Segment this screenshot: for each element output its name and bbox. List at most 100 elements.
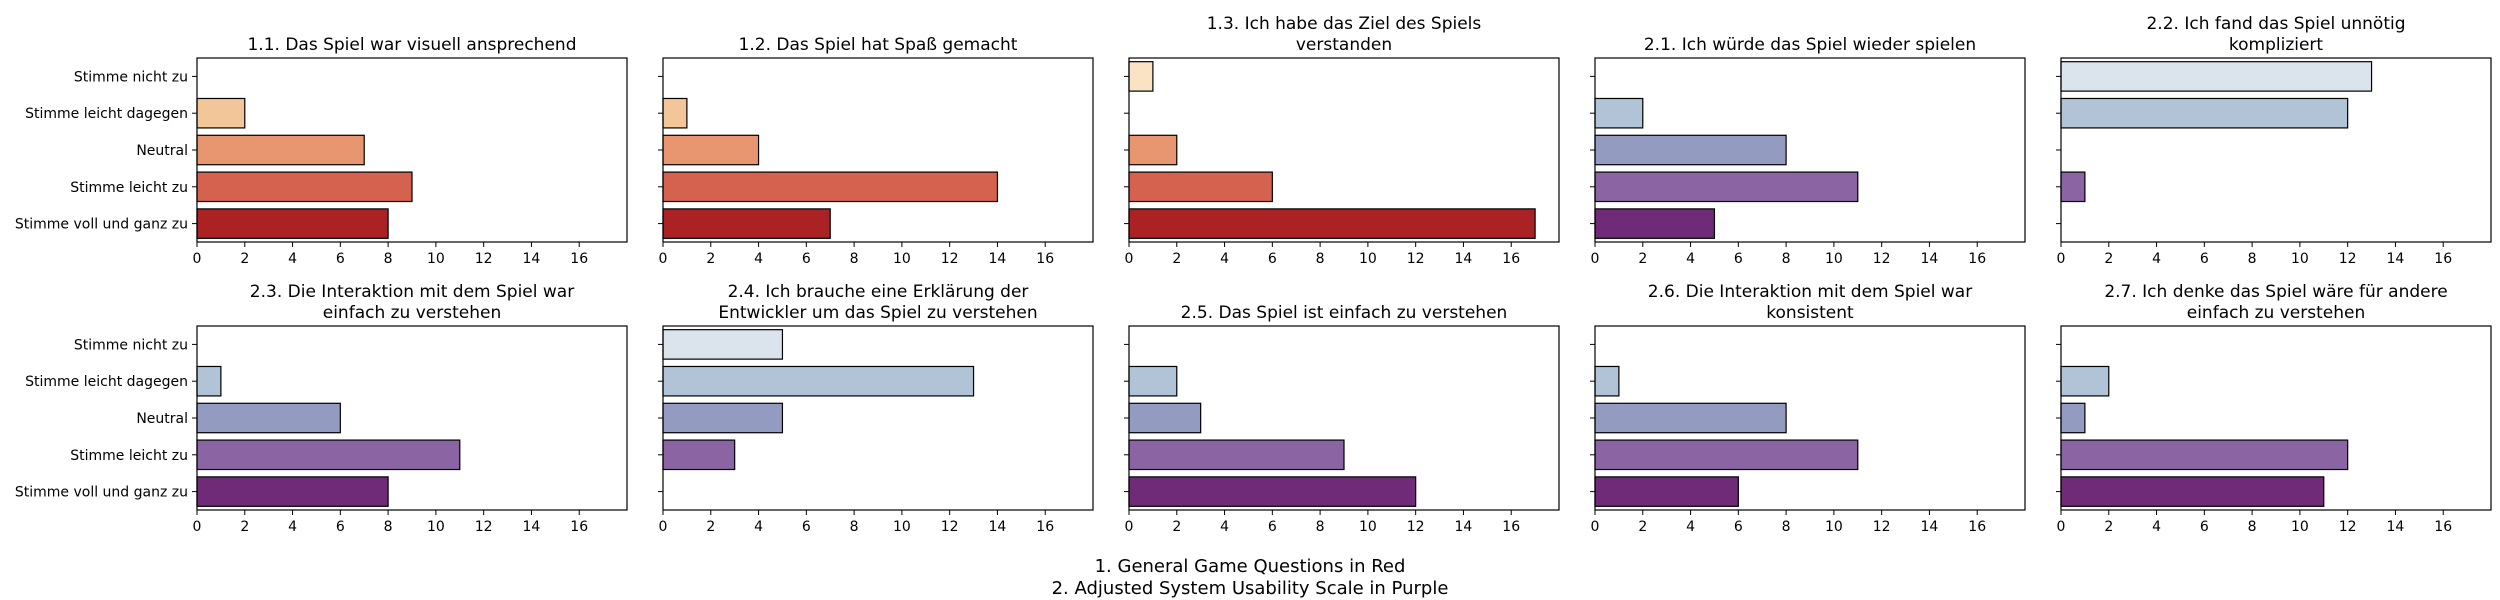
chart-3-bar-5 [1128, 208, 1536, 239]
chart-6-ytick-label-1: Stimme nicht zu [74, 337, 188, 353]
chart-8-xtick-label-7: 12 [1407, 519, 1425, 535]
chart-6-bar-4 [196, 439, 461, 471]
chart-9-xtick-label-8: 14 [1921, 519, 1939, 535]
chart-2-xtick-label-7: 12 [941, 251, 959, 267]
chart-9-bar-5 [1594, 476, 1739, 507]
chart-1-xtick-label-7: 12 [475, 251, 493, 267]
chart-2-xtick-label-4: 6 [802, 251, 811, 267]
chart-8-xtick-label-4: 6 [1268, 519, 1277, 535]
chart-8-bar-4 [1128, 439, 1345, 471]
chart-6-bar-2 [196, 365, 222, 397]
chart-2-title: 1.2. Das Spiel hat Spaß gemacht [739, 35, 1018, 55]
chart-4-title: 2.1. Ich würde das Spiel wieder spielen [1644, 35, 1976, 55]
chart-5-xtick-label-1: 0 [2057, 251, 2066, 267]
chart-10-title: 2.7. Ich denke das Spiel wäre für andere [2104, 282, 2447, 302]
chart-9-title: 2.6. Die Interaktion mit dem Spiel war [1648, 282, 1972, 302]
chart-6-xtick-label-7: 12 [475, 519, 493, 535]
chart-4-xtick-label-9: 16 [1968, 251, 1986, 267]
chart-2-bar-2 [662, 97, 688, 129]
chart-3-bar-3 [1128, 134, 1178, 166]
chart-4-xtick-label-3: 4 [1686, 251, 1695, 267]
chart-6-bar-3 [196, 402, 341, 434]
chart-8-bar-3 [1128, 402, 1202, 434]
chart-7-xtick-label-4: 6 [802, 519, 811, 535]
chart-3-xtick-label-6: 10 [1359, 251, 1377, 267]
chart-1-ytick-label-1: Stimme nicht zu [74, 69, 188, 85]
chart-3-xtick-label-4: 6 [1268, 251, 1277, 267]
chart-7-xtick-label-7: 12 [941, 519, 959, 535]
chart-5-xtick-label-9: 16 [2434, 251, 2452, 267]
chart-9-bar-2 [1594, 365, 1620, 397]
chart-4-xtick-label-6: 10 [1825, 251, 1843, 267]
chart-1-bar-2 [196, 97, 246, 129]
chart-1-ytick-label-4: Stimme leicht zu [70, 180, 188, 196]
chart-3-xtick-label-5: 8 [1316, 251, 1325, 267]
chart-8-xtick-label-5: 8 [1316, 519, 1325, 535]
chart-7-xtick-label-1: 0 [659, 519, 668, 535]
chart-2-xtick-label-3: 4 [754, 251, 763, 267]
chart-7-title: 2.4. Ich brauche eine Erklärung der [728, 282, 1029, 302]
chart-1-xtick-label-8: 14 [523, 251, 541, 267]
chart-9-xtick-label-4: 6 [1734, 519, 1743, 535]
chart-4-xtick-label-2: 2 [1638, 251, 1647, 267]
chart-10-xtick-label-7: 12 [2339, 519, 2357, 535]
chart-10-xtick-label-3: 4 [2152, 519, 2161, 535]
chart-1-xtick-label-2: 2 [240, 251, 249, 267]
chart-6-ytick-label-3: Neutral [136, 411, 188, 427]
chart-9-title: konsistent [1766, 303, 1854, 323]
chart-5-xtick-label-6: 10 [2291, 251, 2309, 267]
chart-10-xtick-label-9: 16 [2434, 519, 2452, 535]
chart-2-bar-3 [662, 134, 760, 166]
chart-3-xtick-label-2: 2 [1172, 251, 1181, 267]
chart-9-xtick-label-5: 8 [1782, 519, 1791, 535]
chart-8-xtick-label-6: 10 [1359, 519, 1377, 535]
chart-4-bar-3 [1594, 134, 1787, 166]
chart-9-xtick-label-1: 0 [1591, 519, 1600, 535]
chart-7-bar-2 [662, 365, 975, 397]
chart-6-xtick-label-3: 4 [288, 519, 297, 535]
figure-caption-line-1: 1. General Game Questions in Red [1094, 556, 1406, 577]
chart-4-bar-4 [1594, 171, 1859, 203]
chart-9-xtick-label-3: 4 [1686, 519, 1695, 535]
chart-8-xtick-label-9: 16 [1502, 519, 1520, 535]
chart-10-xtick-label-5: 8 [2248, 519, 2257, 535]
chart-9-xtick-label-7: 12 [1873, 519, 1891, 535]
chart-3-title: verstanden [1296, 35, 1392, 55]
chart-5-bar-1 [2060, 61, 2373, 92]
chart-5-bar-4 [2060, 171, 2086, 203]
chart-3-xtick-label-9: 16 [1502, 251, 1520, 267]
chart-5-xtick-label-2: 2 [2104, 251, 2113, 267]
chart-7-xtick-label-9: 16 [1036, 519, 1054, 535]
chart-5-xtick-label-7: 12 [2339, 251, 2357, 267]
chart-6-title: 2.3. Die Interaktion mit dem Spiel war [250, 282, 574, 302]
chart-9-bar-4 [1594, 439, 1859, 471]
chart-6-xtick-label-8: 14 [523, 519, 541, 535]
chart-1-xtick-label-4: 6 [336, 251, 345, 267]
chart-6-xtick-label-2: 2 [240, 519, 249, 535]
chart-3-bar-4 [1128, 171, 1273, 203]
chart-1-xtick-label-9: 16 [570, 251, 588, 267]
chart-7-bar-3 [662, 402, 784, 434]
chart-2-xtick-label-6: 10 [893, 251, 911, 267]
chart-2-xtick-label-8: 14 [989, 251, 1007, 267]
chart-4-xtick-label-8: 14 [1921, 251, 1939, 267]
chart-10-xtick-label-8: 14 [2387, 519, 2405, 535]
chart-10-xtick-label-6: 10 [2291, 519, 2309, 535]
chart-10-xtick-label-1: 0 [2057, 519, 2066, 535]
chart-10-xtick-label-4: 6 [2200, 519, 2209, 535]
chart-4-xtick-label-1: 0 [1591, 251, 1600, 267]
chart-2-xtick-label-1: 0 [659, 251, 668, 267]
chart-6-xtick-label-1: 0 [193, 519, 202, 535]
chart-1-xtick-label-5: 8 [384, 251, 393, 267]
chart-5-bar-2 [2060, 97, 2349, 129]
chart-10-title: einfach zu verstehen [2187, 303, 2365, 323]
chart-6-xtick-label-6: 10 [427, 519, 445, 535]
chart-8-xtick-label-2: 2 [1172, 519, 1181, 535]
chart-10-xtick-label-2: 2 [2104, 519, 2113, 535]
chart-10-bar-5 [2060, 476, 2325, 507]
chart-4-bar-5 [1594, 208, 1716, 239]
chart-7-xtick-label-3: 4 [754, 519, 763, 535]
chart-1-ytick-label-5: Stimme voll und ganz zu [15, 217, 188, 233]
chart-5-xtick-label-4: 6 [2200, 251, 2209, 267]
chart-1-ytick-label-3: Neutral [136, 143, 188, 159]
